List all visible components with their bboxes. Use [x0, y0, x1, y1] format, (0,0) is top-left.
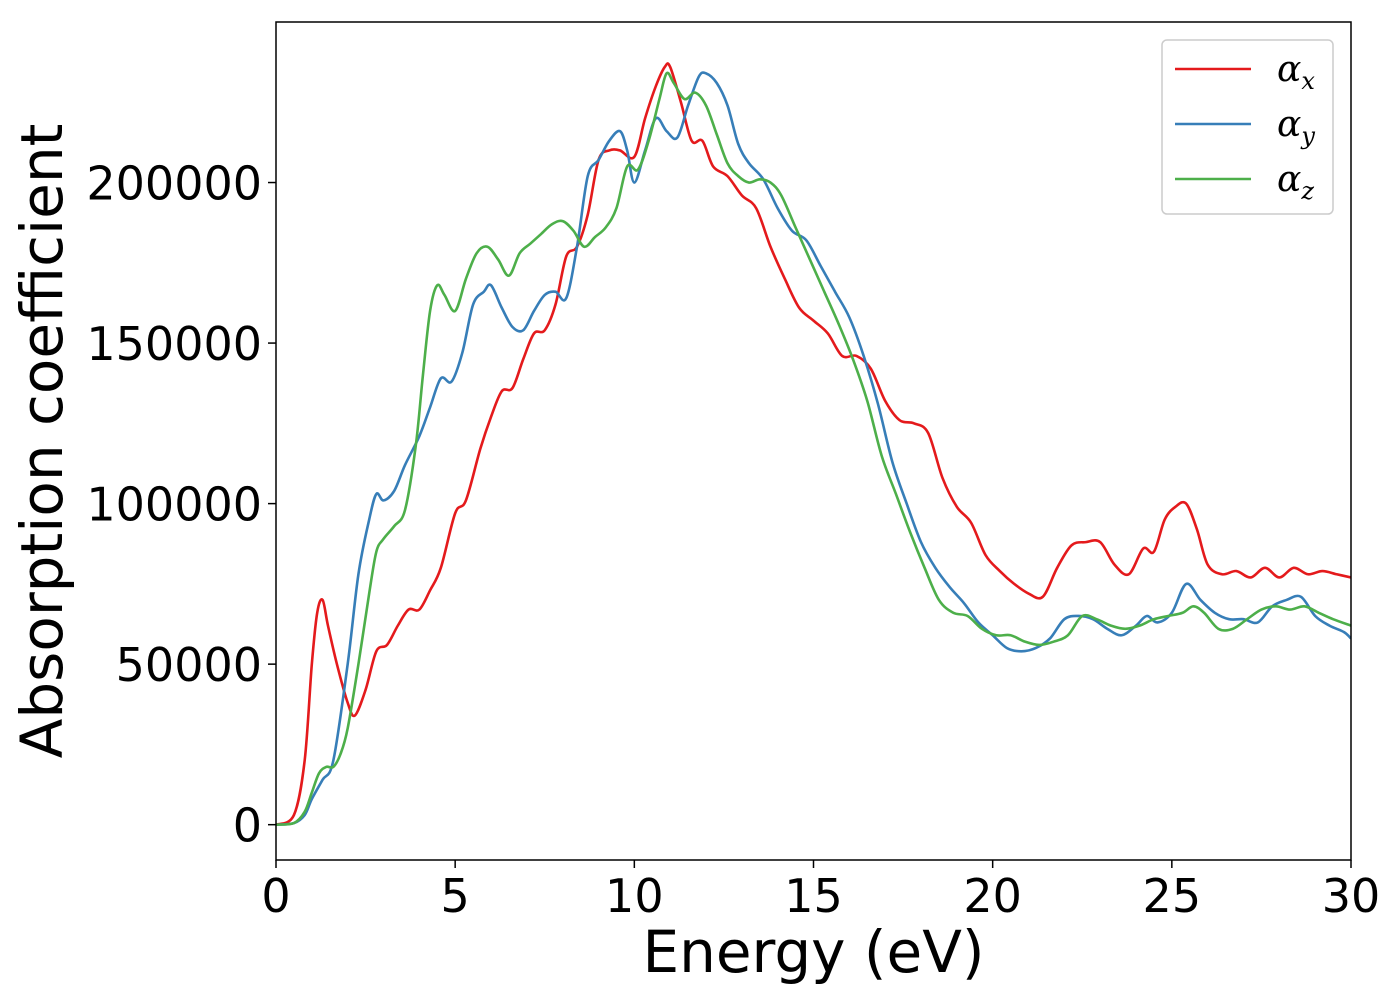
- series-line-x: [276, 62, 1351, 826]
- y-axis-title: Absorption coefficient: [8, 124, 76, 759]
- y-axis: 0 50000 100000 150000 200000: [86, 157, 276, 853]
- y-tick-label: 50000: [116, 638, 262, 692]
- x-tick-label: 25: [1143, 869, 1202, 923]
- series-line-z: [276, 71, 1351, 826]
- y-tick-label: 200000: [86, 157, 262, 211]
- y-tick-label: 0: [233, 799, 262, 853]
- x-tick-label: 5: [441, 869, 470, 923]
- x-tick-label: 30: [1322, 869, 1381, 923]
- x-axis-title: Energy (eV): [642, 918, 984, 986]
- legend-label-y: αy: [1277, 104, 1315, 150]
- y-tick-label: 100000: [86, 478, 262, 532]
- x-tick-label: 15: [784, 869, 843, 923]
- legend-box: [1161, 39, 1334, 215]
- x-tick-label: 20: [963, 869, 1022, 923]
- series-layer: [276, 62, 1351, 826]
- x-tick-label: 0: [261, 869, 290, 923]
- y-tick-label: 150000: [86, 317, 262, 371]
- legend-label-x: αx: [1277, 49, 1315, 95]
- series-line-y: [276, 71, 1351, 826]
- x-tick-label: 10: [605, 869, 664, 923]
- x-axis: 0 5 10 15 20 25 30: [261, 860, 1380, 923]
